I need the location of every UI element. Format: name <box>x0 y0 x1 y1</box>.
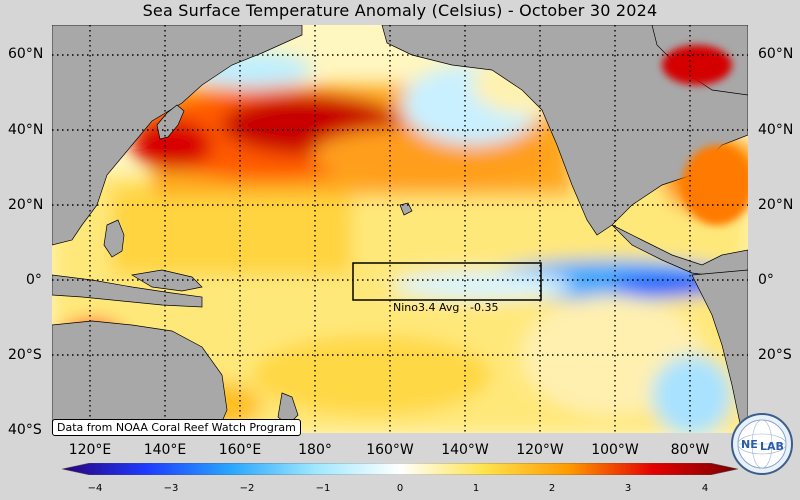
lat-label-left: 20°N <box>8 197 44 213</box>
colorbar-gradient <box>62 463 738 475</box>
lat-label-right: 60°N <box>758 46 794 62</box>
graticule <box>52 25 748 433</box>
lat-label-left: 40°N <box>8 122 44 138</box>
map-title: Sea Surface Temperature Anomaly (Celsius… <box>142 1 658 20</box>
central-america-landmass <box>611 224 748 278</box>
south-america-landmass <box>691 269 748 433</box>
colorbar-tick: −4 <box>87 483 103 494</box>
nelab-logo: NE LAB <box>731 413 793 475</box>
colorbar-tick: −1 <box>315 483 331 494</box>
lat-label-right: 20°S <box>758 347 792 363</box>
lat-label-right: 20°N <box>758 197 794 213</box>
lat-label-right: 40°N <box>758 122 794 138</box>
colorbar-tick: 0 <box>396 483 404 494</box>
lon-label: 120°W <box>516 442 564 458</box>
lon-label: 180° <box>298 442 332 458</box>
colorbar-tick: 1 <box>472 483 480 494</box>
lon-label: 100°W <box>591 442 639 458</box>
lat-label-left: 40°S <box>8 422 42 438</box>
atlantic-sst <box>662 45 748 225</box>
north-america-landmass <box>381 25 748 236</box>
colorbar-tick: 2 <box>548 483 556 494</box>
lon-label: 160°E <box>218 442 262 458</box>
lon-label: 80°W <box>670 442 710 458</box>
lat-label-right: 0° <box>758 272 774 288</box>
lat-label-left: 0° <box>26 272 42 288</box>
lon-label: 140°W <box>441 442 489 458</box>
nino34-label: Nino3.4 Avg : -0.35 <box>393 301 499 314</box>
colorbar-tick: −2 <box>239 483 255 494</box>
logo-text-ne: NE <box>741 438 758 451</box>
australia-landmass <box>52 320 228 433</box>
map-canvas <box>52 25 748 433</box>
lat-label-left: 60°N <box>8 46 44 62</box>
colorbar-tick: 4 <box>701 483 709 494</box>
asia-landmass <box>52 25 303 246</box>
data-credit: Data from NOAA Coral Reef Watch Program <box>52 419 301 436</box>
lon-label: 120°E <box>68 442 112 458</box>
nino34-box <box>352 262 542 301</box>
colorbar <box>62 463 738 475</box>
lat-label-left: 20°S <box>8 347 42 363</box>
colorbar-tick: −3 <box>163 483 179 494</box>
lon-label: 140°E <box>143 442 187 458</box>
logo-text-lab: LAB <box>760 440 784 453</box>
hawaii-islands <box>399 202 413 216</box>
lon-label: 160°W <box>366 442 414 458</box>
philippines-landmass <box>103 219 125 258</box>
indonesia-landmass <box>52 274 203 308</box>
sst-anomaly-map <box>52 25 748 433</box>
colorbar-tick: 3 <box>624 483 632 494</box>
japan-landmass <box>156 104 185 140</box>
